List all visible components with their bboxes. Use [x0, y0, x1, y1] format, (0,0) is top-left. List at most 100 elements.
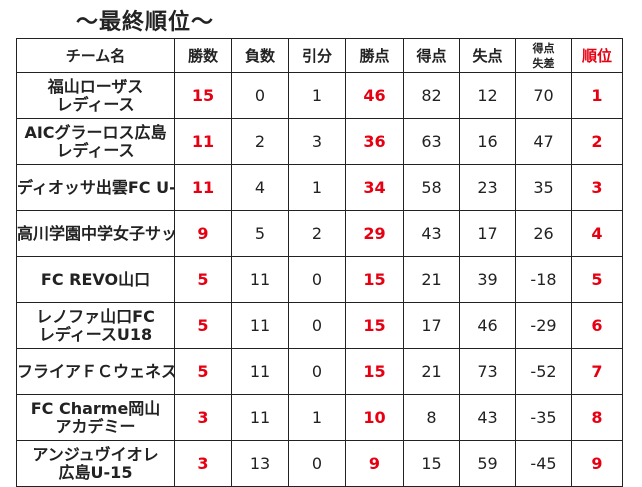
- table-row: フライアＦＣウェネス 5 11 0 15 21 73 -52 7: [16, 348, 623, 395]
- goals-against-cell: 12: [459, 72, 516, 119]
- team-name-cell: レノファ山口FC レディースU18: [16, 302, 175, 349]
- team-name-cell: 福山ローザス レディース: [16, 72, 175, 119]
- team-name-line: レディース: [56, 94, 135, 114]
- goals-for-cell: 58: [403, 164, 460, 211]
- table-row: 福山ローザス レディース 15 0 1 46 82 12 70 1: [16, 72, 623, 119]
- team-name-line: FC REVO山口: [40, 269, 151, 289]
- goals-against-cell: 46: [459, 302, 516, 349]
- losses-cell: 2: [231, 118, 289, 165]
- goals-for-cell: 17: [403, 302, 460, 349]
- rank-cell: 2: [571, 118, 623, 165]
- header-goal-diff-line2: 失差: [532, 56, 555, 70]
- rank-cell: 9: [571, 440, 623, 487]
- losses-cell: 5: [231, 210, 289, 257]
- rank-cell: 4: [571, 210, 623, 257]
- wins-cell: 5: [174, 302, 232, 349]
- header-goal-diff: 得点 失差: [515, 38, 572, 73]
- points-cell: 10: [345, 394, 404, 441]
- header-goals-against: 失点: [459, 38, 516, 73]
- table-row: アンジュヴイオレ 広島U-15 3 13 0 9 15 59 -45 9: [16, 440, 623, 487]
- header-goals-for: 得点: [403, 38, 460, 73]
- points-cell: 15: [345, 302, 404, 349]
- table-row: ディオッサ出雲FC U-151141345823353: [16, 164, 623, 211]
- team-name-cell: フライアＦＣウェネス: [16, 348, 175, 395]
- points-cell: 29: [345, 210, 404, 257]
- rank-cell: 7: [571, 348, 623, 395]
- goals-against-cell: 73: [459, 348, 516, 395]
- header-wins: 勝数: [174, 38, 232, 73]
- draws-cell: 1: [288, 394, 346, 441]
- goal-diff-cell: 70: [515, 72, 572, 119]
- wins-cell: 15: [174, 72, 232, 119]
- wins-cell: 3: [174, 440, 232, 487]
- wins-cell: 9: [174, 210, 232, 257]
- draws-cell: 3: [288, 118, 346, 165]
- team-name-cell: FC REVO山口: [16, 256, 175, 303]
- goals-for-cell: 21: [403, 348, 460, 395]
- header-row: チーム名 勝数 負数 引分 勝点 得点 失点 得点 失差 順位: [16, 38, 623, 73]
- table-row: FC Charme岡山 アカデミー 3 11 1 10 8 43 -35 8: [16, 394, 623, 441]
- team-name-cell: 高川学園中学女子サッカー部: [16, 210, 175, 257]
- goals-against-cell: 23: [459, 164, 516, 211]
- points-cell: 46: [345, 72, 404, 119]
- losses-cell: 11: [231, 394, 289, 441]
- team-name-line: 福山ローザス: [47, 76, 144, 96]
- team-name-cell: FC Charme岡山 アカデミー: [16, 394, 175, 441]
- wins-cell: 11: [174, 164, 232, 211]
- team-name-line: アンジュヴイオレ: [32, 444, 159, 464]
- draws-cell: 0: [288, 256, 346, 303]
- team-name-line: ディオッサ出雲FC U-15: [17, 177, 175, 197]
- losses-cell: 11: [231, 348, 289, 395]
- goal-diff-cell: -45: [515, 440, 572, 487]
- goals-for-cell: 21: [403, 256, 460, 303]
- team-name-line: フライアＦＣウェネス: [17, 361, 175, 381]
- team-name-cell: アンジュヴイオレ 広島U-15: [16, 440, 175, 487]
- points-cell: 9: [345, 440, 404, 487]
- team-name-line: レノファ山口FC: [36, 306, 155, 326]
- page-title: ～最終順位～: [76, 10, 215, 35]
- draws-cell: 0: [288, 302, 346, 349]
- standings-body: 福山ローザス レディース 15 0 1 46 82 12 70 1 AICグラーロス広島 レディース 1…: [16, 72, 623, 487]
- goals-for-cell: 8: [403, 394, 460, 441]
- goals-against-cell: 43: [459, 394, 516, 441]
- goals-for-cell: 43: [403, 210, 460, 257]
- rank-cell: 3: [571, 164, 623, 211]
- losses-cell: 4: [231, 164, 289, 211]
- header-rank: 順位: [571, 38, 623, 73]
- wins-cell: 5: [174, 348, 232, 395]
- goal-diff-cell: -29: [515, 302, 572, 349]
- team-name-line: アカデミー: [55, 416, 136, 436]
- team-name-cell: ディオッサ出雲FC U-15: [16, 164, 175, 211]
- header-points: 勝点: [345, 38, 404, 73]
- team-name-line: レディース: [56, 140, 135, 160]
- draws-cell: 2: [288, 210, 346, 257]
- team-name-line: FC Charme岡山: [30, 398, 161, 418]
- team-name-line: 高川学園中学女子サッカー部: [17, 223, 174, 243]
- header-draws: 引分: [288, 38, 346, 73]
- team-name-line: レディースU18: [38, 324, 153, 344]
- table-row: 高川学園中学女子サッカー部952294317264: [16, 210, 623, 257]
- goals-against-cell: 39: [459, 256, 516, 303]
- draws-cell: 1: [288, 164, 346, 211]
- points-cell: 15: [345, 348, 404, 395]
- team-name-cell: AICグラーロス広島 レディース: [16, 118, 175, 165]
- losses-cell: 0: [231, 72, 289, 119]
- rank-cell: 6: [571, 302, 623, 349]
- goals-against-cell: 16: [459, 118, 516, 165]
- goal-diff-cell: -35: [515, 394, 572, 441]
- goals-against-cell: 59: [459, 440, 516, 487]
- goal-diff-cell: -52: [515, 348, 572, 395]
- header-losses: 負数: [231, 38, 289, 73]
- draws-cell: 0: [288, 440, 346, 487]
- table-row: レノファ山口FC レディースU18 5 11 0 15 17 46 -29 6: [16, 302, 623, 349]
- points-cell: 36: [345, 118, 404, 165]
- goal-diff-cell: 47: [515, 118, 572, 165]
- points-cell: 34: [345, 164, 404, 211]
- goals-against-cell: 17: [459, 210, 516, 257]
- rank-cell: 5: [571, 256, 623, 303]
- draws-cell: 1: [288, 72, 346, 119]
- table-row: FC REVO山口 5 11 0 15 21 39 -18 5: [16, 256, 623, 303]
- rank-cell: 8: [571, 394, 623, 441]
- losses-cell: 13: [231, 440, 289, 487]
- wins-cell: 3: [174, 394, 232, 441]
